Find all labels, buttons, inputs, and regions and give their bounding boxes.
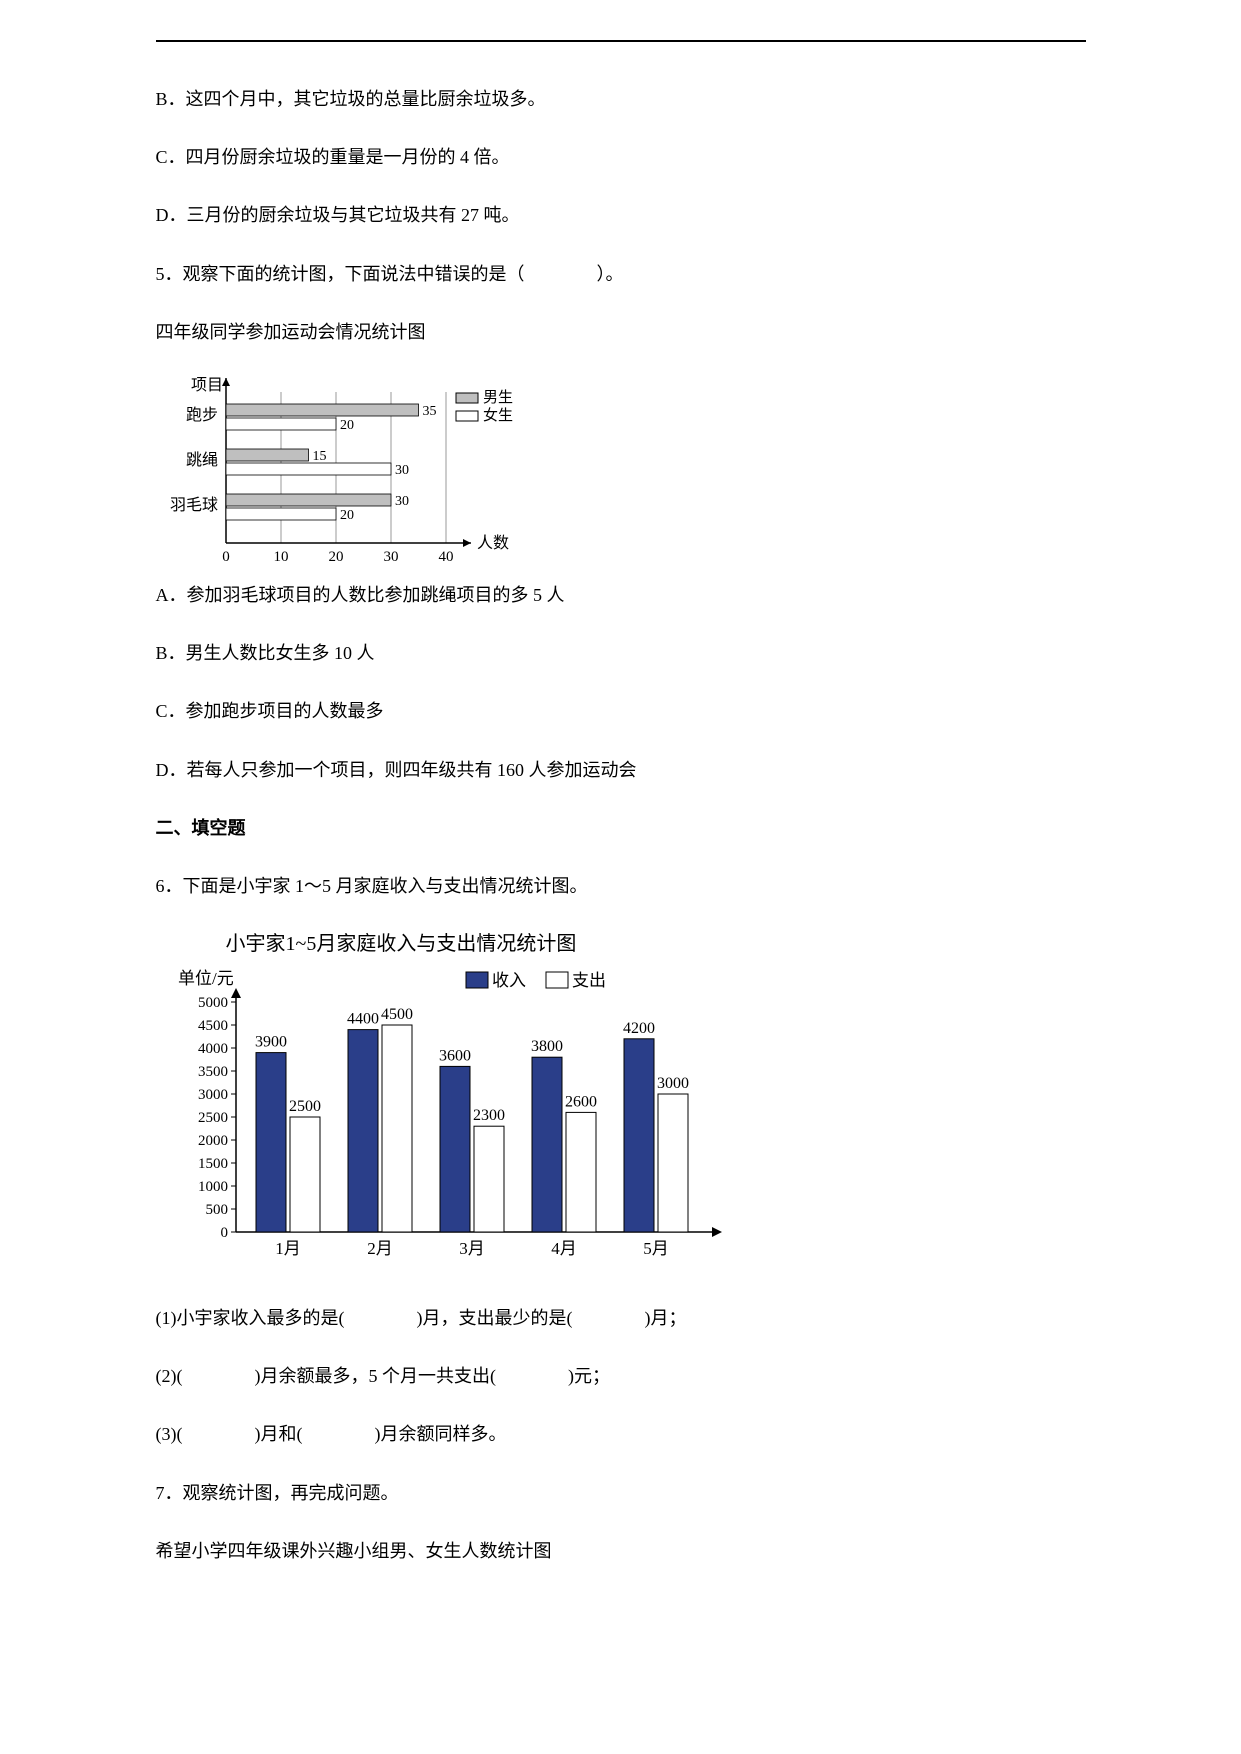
svg-text:3900: 3900 [255,1034,287,1051]
svg-text:20: 20 [340,418,354,433]
svg-text:项目: 项目 [191,377,223,394]
chart-sports-svg: 0 10 20 30 40 项目人数 男生女生 跑步 35 20 跳绳 15 30 羽毛球 30 20 [156,373,516,573]
svg-text:1500: 1500 [198,1156,228,1172]
chart-income: 小宇家1~5月家庭收入与支出情况统计图 单位/元 收入 支出 0 500 1000 1500… [176,927,1086,1297]
svg-text:20: 20 [340,508,354,523]
svg-text:30: 30 [383,549,398,565]
svg-text:羽毛球: 羽毛球 [169,496,217,514]
svg-text:3000: 3000 [198,1087,228,1103]
svg-text:1000: 1000 [198,1179,228,1195]
prev-option-d: D．三月份的厨余垃圾与其它垃圾共有 27 吨。 [156,198,1086,232]
q7-stem: 7．观察统计图，再完成问题。 [156,1476,1086,1510]
svg-text:4400: 4400 [347,1011,379,1028]
q5-subtitle: 四年级同学参加运动会情况统计图 [156,315,1086,349]
q6-sub1: (1)小宇家收入最多的是( )月，支出最少的是( )月； [156,1301,1086,1335]
prev-option-b: B．这四个月中，其它垃圾的总量比厨余垃圾多。 [156,82,1086,116]
svg-text:4000: 4000 [198,1041,228,1057]
q6-sub3: (3)( )月和( )月余额同样多。 [156,1417,1086,1451]
svg-text:35: 35 [422,404,436,419]
svg-text:2月: 2月 [367,1239,393,1258]
q5-option-d: D．若每人只参加一个项目，则四年级共有 160 人参加运动会 [156,753,1086,787]
q5-stem: 5．观察下面的统计图，下面说法中错误的是（ ）。 [156,257,1086,291]
svg-text:3600: 3600 [439,1047,471,1064]
q7-subtitle: 希望小学四年级课外兴趣小组男、女生人数统计图 [156,1534,1086,1568]
svg-text:30: 30 [395,463,409,478]
top-rule [156,40,1086,42]
svg-text:4200: 4200 [623,1020,655,1037]
svg-text:5000: 5000 [198,995,228,1011]
svg-text:3000: 3000 [657,1075,689,1092]
chart-income-svg: 单位/元 收入 支出 0 500 1000 1500 2000 2500 3000 3500 4000… [176,962,756,1292]
svg-text:15: 15 [312,449,326,464]
svg-text:2600: 2600 [565,1093,597,1110]
svg-text:20: 20 [328,549,343,565]
svg-text:0: 0 [220,1225,228,1241]
svg-text:2500: 2500 [289,1098,321,1115]
svg-text:跳绳: 跳绳 [185,451,217,469]
svg-text:3500: 3500 [198,1064,228,1080]
svg-text:500: 500 [205,1202,228,1218]
svg-text:4500: 4500 [198,1018,228,1034]
q5-option-b: B．男生人数比女生多 10 人 [156,636,1086,670]
svg-text:人数: 人数 [477,534,509,552]
chart-sports: 0 10 20 30 40 项目人数 男生女生 跑步 35 20 跳绳 15 30 羽毛球 30 20 [156,373,1086,578]
q5-option-a: A．参加羽毛球项目的人数比参加跳绳项目的多 5 人 [156,578,1086,612]
svg-text:2000: 2000 [198,1133,228,1149]
page: B．这四个月中，其它垃圾的总量比厨余垃圾多。 C．四月份厨余垃圾的重量是一月份的… [156,0,1086,1652]
svg-text:女生: 女生 [483,406,513,424]
svg-text:2500: 2500 [198,1110,228,1126]
q6-stem: 6．下面是小宇家 1～5 月家庭收入与支出情况统计图。 [156,869,1086,903]
svg-text:跑步: 跑步 [185,406,217,424]
svg-text:10: 10 [273,549,288,565]
svg-text:0: 0 [222,549,230,565]
section-2-heading: 二、填空题 [156,811,1086,845]
svg-text:支出: 支出 [572,971,606,990]
svg-text:单位/元: 单位/元 [178,969,234,988]
svg-text:4月: 4月 [551,1239,577,1258]
svg-text:4500: 4500 [381,1006,413,1023]
chart-income-title: 小宇家1~5月家庭收入与支出情况统计图 [226,927,1086,956]
svg-text:收入: 收入 [492,971,526,990]
svg-text:40: 40 [438,549,453,565]
svg-text:5月: 5月 [643,1239,669,1258]
prev-option-c: C．四月份厨余垃圾的重量是一月份的 4 倍。 [156,140,1086,174]
svg-text:男生: 男生 [483,389,513,406]
svg-text:2300: 2300 [473,1107,505,1124]
svg-text:3800: 3800 [531,1038,563,1055]
svg-text:3月: 3月 [459,1239,485,1258]
svg-text:1月: 1月 [275,1239,301,1258]
q6-sub2: (2)( )月余额最多，5 个月一共支出( )元； [156,1359,1086,1393]
q5-option-c: C．参加跑步项目的人数最多 [156,694,1086,728]
svg-text:30: 30 [395,494,409,509]
